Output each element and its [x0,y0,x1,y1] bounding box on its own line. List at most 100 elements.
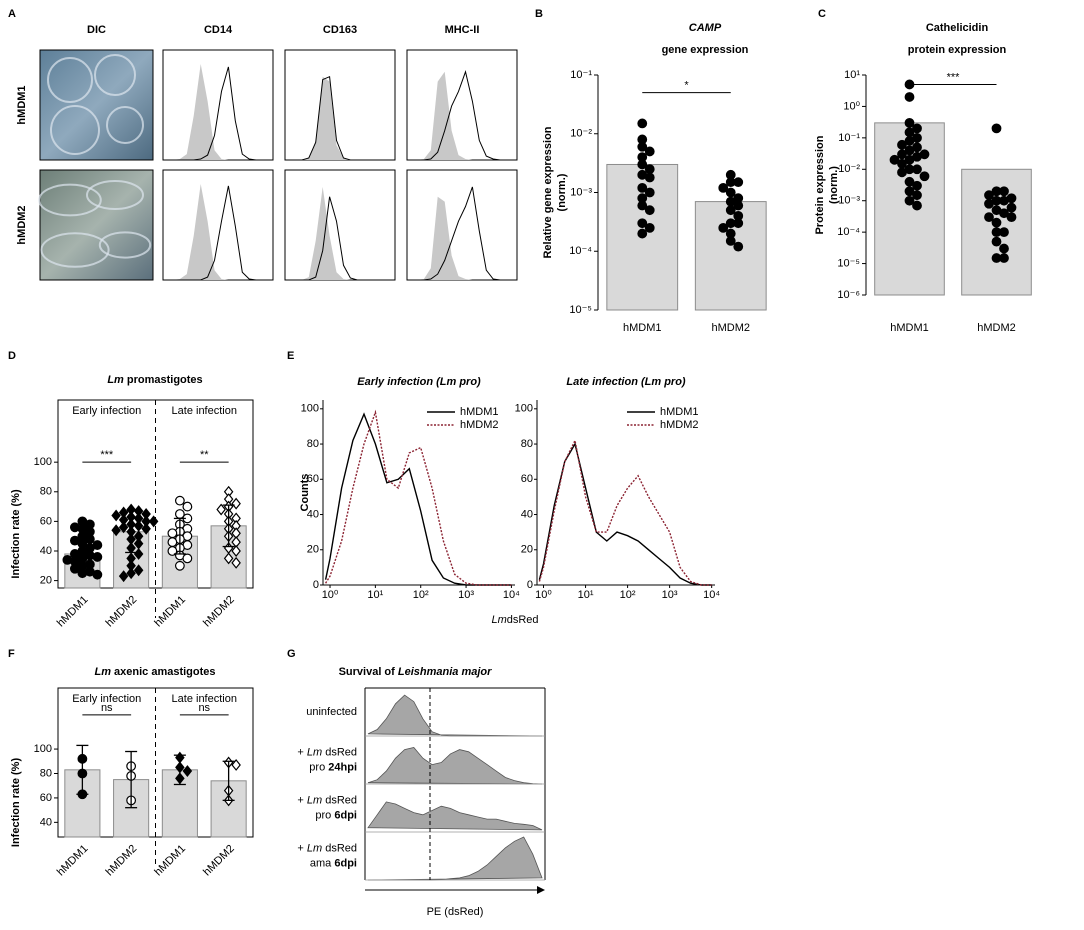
histogram-frame [406,49,518,161]
data-point [182,501,193,512]
y-tick-label: 100 [515,403,533,415]
data-point [912,164,922,175]
data-point [904,136,915,146]
chart-title: Cathelicidin [926,22,989,34]
column-header: MHC-II [445,24,480,36]
data-point [126,567,136,580]
data-point [889,154,900,165]
x-tick-label: 10² [413,589,429,601]
data-point [912,200,922,211]
cell-shape [50,105,100,155]
data-point [637,118,648,129]
x-tick-label: hMDM2 [104,594,140,630]
column-header: DIC [87,24,106,36]
y-tick-label: 10⁰ [843,100,860,112]
data-point [991,217,1002,228]
chart-subtitle: gene expression [662,44,749,56]
x-axis-label: PE (dsRed) [427,906,484,918]
group-label: Late infection [172,693,237,705]
x-tick-label: hMDM2 [201,843,237,879]
text-part: Lm [94,666,111,678]
text-part: Leishmania major [398,666,492,678]
panel-letter: A [8,8,16,20]
y-axis-label: Counts [299,474,311,512]
data-point [118,521,129,534]
text-part: + [297,842,306,854]
x-tick-label: 10⁴ [703,589,720,601]
data-point [133,519,144,532]
text-part: ama [310,857,334,869]
series-line [325,409,512,586]
text-part: Lm [491,614,506,626]
data-point [118,570,129,583]
text-part: 24hpi [328,761,357,773]
data-point [984,212,994,223]
y-tick-label: 10⁻⁶ [837,289,860,301]
x-arrow-head [537,886,545,894]
x-tick-label: hMDM2 [711,322,750,334]
stain-histogram [288,75,392,161]
series-line [324,412,512,586]
y-tick-label: 0 [527,579,533,591]
y-tick-label: 0 [313,579,319,591]
chart-title: Lm axenic amastigotes [94,666,215,678]
text-part: pro) [661,376,686,388]
y-tick-label: 60 [521,473,533,485]
y-tick-label: 80 [521,438,533,450]
data-point [111,524,121,537]
panel-letter: D [8,350,16,362]
isotype-histogram [166,184,270,280]
stain-histogram [410,186,514,281]
y-tick-label: 60 [40,515,52,527]
data-point [637,159,648,170]
x-tick-label: 10² [620,589,636,601]
row-label: + Lm dsRed [297,794,357,806]
column-header: CD163 [323,24,357,36]
y-tick-label: 60 [40,792,52,804]
x-tick-label: 10⁰ [535,589,552,601]
y-tick-label: 60 [307,473,319,485]
y-tick-label: 80 [307,438,319,450]
data-point [148,515,159,528]
y-axis-label: Relative gene expression [542,126,554,258]
panel-title: Early infection (Lm pro) [357,376,481,388]
data-point [167,546,178,556]
text-part: Early infection ( [357,376,441,388]
histogram [367,801,543,831]
text-part: dsRed [322,746,357,758]
row-label: pro 24hpi [309,761,357,773]
text-part: pro) [456,376,481,388]
data-point [912,123,922,134]
significance-label: *** [100,449,114,461]
significance-label: ns [198,702,210,714]
y-tick-label: 40 [307,508,319,520]
panel-letter: C [818,8,826,20]
text-part: Lm [645,376,662,388]
data-point [182,765,193,778]
data-point [644,222,655,233]
y-tick-label: 40 [40,545,52,557]
group-label: Early infection [72,405,141,417]
panel-letter: F [8,648,15,660]
x-tick-label: 10⁴ [503,589,520,601]
y-tick-label: 10⁻² [838,163,860,175]
data-point [919,171,930,182]
data-point [644,164,655,175]
data-point [999,243,1009,254]
isotype-histogram [166,64,270,160]
cell-shape [47,57,93,103]
chart-title: Lm promastigotes [107,374,202,386]
data-point [984,190,994,201]
panel-title: Late infection (Lm pro) [566,376,686,388]
x-tick-label: hMDM1 [890,322,929,334]
y-tick-label: 80 [40,767,52,779]
legend-label: hMDM1 [460,406,499,418]
significance-label: ns [101,702,113,714]
histogram [367,694,543,737]
text-part: CAMP [689,22,722,34]
data-point [904,117,915,128]
chart-title: CAMP [689,22,722,34]
y-tick-label: 10⁻⁴ [837,226,860,238]
data-point [991,236,1002,247]
data-point [644,146,655,157]
